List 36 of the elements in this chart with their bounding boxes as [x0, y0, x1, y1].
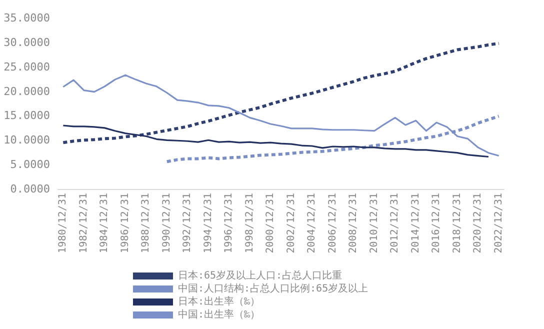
x-tick-label: 1998/12/31 — [244, 193, 256, 254]
x-tick-label: 2022/12/31 — [493, 193, 504, 254]
x-tick-label: 2018/12/31 — [452, 193, 463, 254]
x-tick-label: 2014/12/31 — [410, 193, 422, 254]
y-tick-label: 5.0000 — [10, 158, 50, 172]
y-tick-label: 30.0000 — [4, 36, 50, 49]
x-tick-label: 2020/12/31 — [472, 193, 484, 254]
x-tick-label: 2006/12/31 — [327, 193, 338, 254]
line-series — [62, 124, 490, 158]
x-tick-label: 1996/12/31 — [224, 193, 235, 254]
x-tick-label: 2016/12/31 — [431, 193, 442, 254]
x-tick-label: 1980/12/31 — [58, 193, 69, 254]
legend-label: 中国:人口结构:占总人口比例:65岁及以上 — [178, 282, 368, 294]
x-tick-label: 2004/12/31 — [306, 193, 318, 254]
y-tick-label: 0.0000 — [10, 182, 50, 196]
x-tick-label: 1986/12/31 — [120, 193, 131, 254]
y-tick-label: 20.0000 — [4, 84, 50, 98]
x-tick-label: 1982/12/31 — [78, 193, 90, 254]
x-tick-label: 2000/12/31 — [265, 193, 276, 254]
x-tick-label: 1988/12/31 — [140, 193, 152, 254]
legend-label: 日本:出生率（‰） — [178, 296, 260, 308]
x-tick-label: 1992/12/31 — [182, 193, 194, 254]
x-tick-label: 1984/12/31 — [99, 193, 110, 254]
y-tick-label: 15.0000 — [4, 109, 50, 122]
x-tick-label: 2010/12/31 — [368, 193, 380, 254]
x-tick-label: 2008/12/31 — [348, 193, 360, 254]
y-tick-label: 35.0000 — [4, 12, 50, 24]
x-tick-label: 2002/12/31 — [286, 193, 297, 254]
line-series — [62, 42, 500, 144]
x-tick-label: 1994/12/31 — [202, 193, 214, 254]
y-tick-label: 25.0000 — [4, 60, 50, 74]
x-tick-label: 2012/12/31 — [390, 193, 401, 254]
legend-label: 日本:65岁及以上人口:占总人口比重 — [178, 270, 342, 282]
legend-label: 中国:出生率（‰） — [178, 308, 260, 320]
y-tick-label: 10.0000 — [4, 134, 50, 147]
x-tick-label: 1990/12/31 — [161, 193, 172, 254]
